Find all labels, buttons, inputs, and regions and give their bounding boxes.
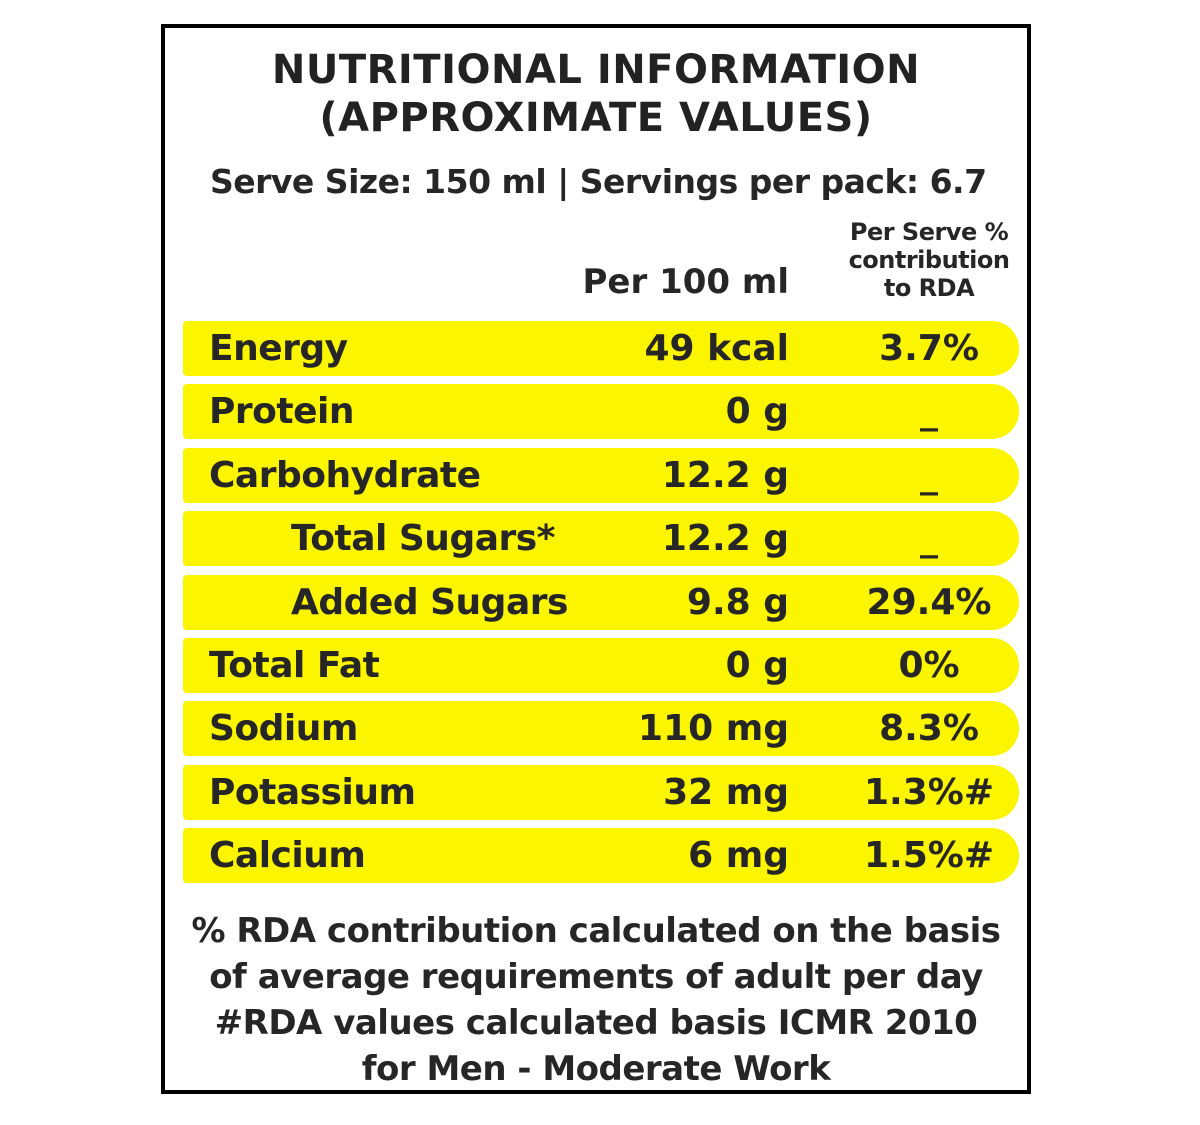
nutrient-rda: _ [920, 518, 938, 560]
nutrient-rda: 3.7% [879, 328, 979, 369]
nutrient-rda: 0% [898, 644, 960, 686]
nutrient-rda: 1.5%# [863, 835, 994, 877]
nutrient-value: 49 kcal [644, 328, 789, 369]
nutrient-name: Protein [209, 391, 354, 433]
footnote-line: of average requirements of adult per day [209, 957, 983, 997]
label-title: NUTRITIONAL INFORMATION [271, 47, 921, 93]
nutrient-row-calcium: Calcium 6 mg 1.5%# [183, 828, 1019, 884]
serve-size-info: Serve Size: 150 ml | Servings per pack: … [210, 162, 987, 201]
nutrient-rda: 1.3%# [863, 771, 994, 813]
nutrient-value: 0 g [725, 391, 789, 433]
nutrient-name: Total Sugars* [291, 518, 556, 560]
column-header-rda: Per Serve % contribution to RDA [839, 218, 1019, 302]
nutrient-row-total-sugars: Total Sugars* 12.2 g _ [183, 511, 1019, 567]
nutrition-label: NUTRITIONAL INFORMATION (APPROXIMATE VAL… [161, 24, 1031, 1094]
footnote-line: % RDA contribution calculated on the bas… [191, 911, 1001, 951]
rda-header-line: to RDA [883, 274, 975, 302]
column-header-per-100ml: Per 100 ml [582, 262, 789, 302]
nutrient-value: 12.2 g [661, 518, 789, 560]
nutrient-name: Potassium [209, 771, 416, 813]
nutrient-name: Added Sugars [291, 581, 568, 623]
nutrient-row-total-fat: Total Fat 0 g 0% [183, 637, 1019, 693]
nutrient-row-protein: Protein 0 g _ [183, 384, 1019, 440]
nutrient-row-energy: Energy 49 kcal 3.7% [183, 321, 1019, 376]
nutrient-name: Calcium [209, 835, 366, 877]
label-subtitle: (APPROXIMATE VALUES) [319, 95, 873, 141]
nutrient-rda: _ [920, 454, 938, 496]
rda-header-line: contribution [848, 246, 1010, 274]
nutrient-rda: 8.3% [879, 708, 979, 750]
rda-footnote: % RDA contribution calculated on the bas… [165, 908, 1027, 1092]
nutrient-rda: _ [920, 391, 938, 433]
nutrient-value: 12.2 g [661, 454, 789, 496]
nutrient-value: 6 mg [688, 835, 789, 877]
nutrient-rda: 29.4% [866, 581, 992, 623]
nutrient-name: Carbohydrate [209, 454, 481, 496]
nutrient-value: 110 mg [638, 708, 789, 750]
nutrient-value: 32 mg [663, 771, 789, 813]
nutrient-name: Energy [209, 328, 348, 369]
nutrient-row-carbohydrate: Carbohydrate 12.2 g _ [183, 447, 1019, 503]
footnote-line: #RDA values calculated basis ICMR 2010 [214, 1003, 978, 1043]
nutrient-row-potassium: Potassium 32 mg 1.3%# [183, 764, 1019, 820]
nutrient-name: Total Fat [209, 644, 380, 686]
nutrient-table: Energy 49 kcal 3.7% Protein 0 g _ Carboh… [183, 321, 1019, 892]
nutrient-value: 0 g [725, 644, 789, 686]
nutrient-name: Sodium [209, 708, 358, 750]
nutrient-row-sodium: Sodium 110 mg 8.3% [183, 701, 1019, 757]
footnote-line: for Men - Moderate Work [361, 1049, 831, 1089]
nutrient-value: 9.8 g [686, 581, 789, 623]
rda-header-line: Per Serve % [849, 218, 1009, 246]
nutrient-row-added-sugars: Added Sugars 9.8 g 29.4% [183, 574, 1019, 630]
